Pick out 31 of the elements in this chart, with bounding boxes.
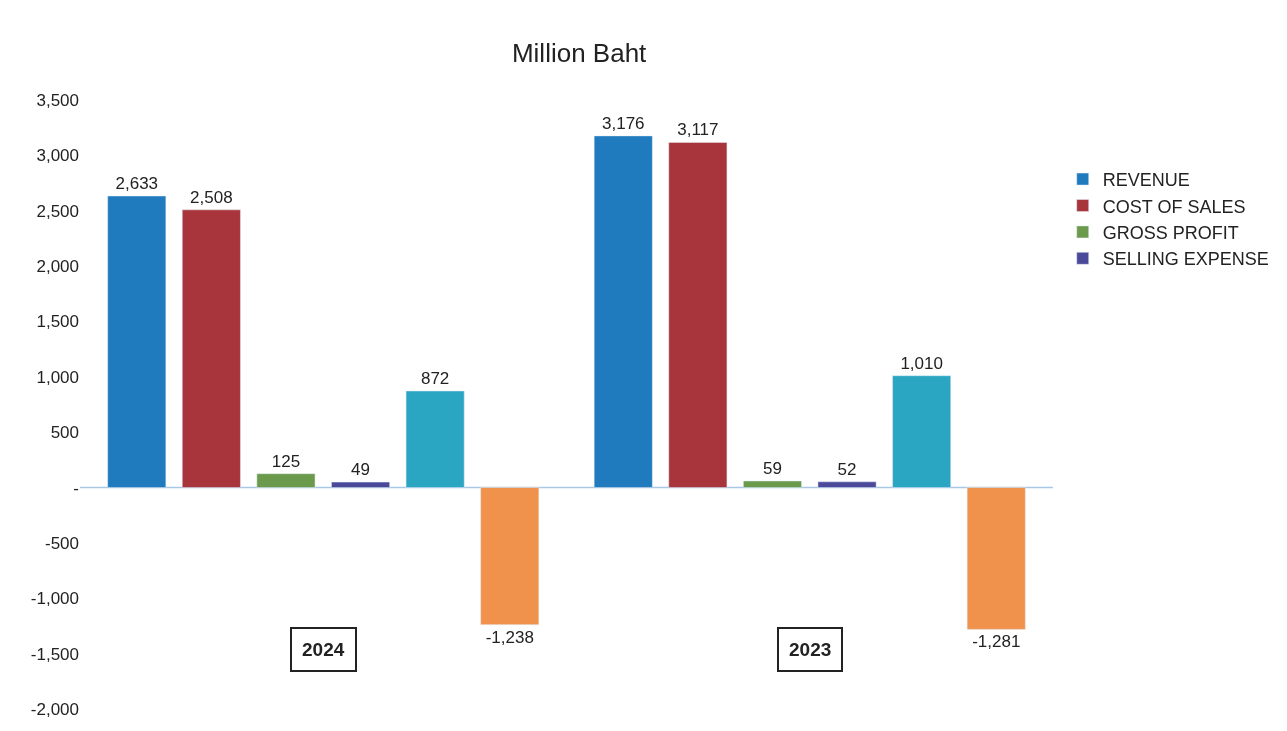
y-tick-label: 3,500 xyxy=(36,90,79,110)
legend-label: SELLING EXPENSE xyxy=(1102,249,1269,270)
data-label: 3,176 xyxy=(601,113,645,133)
y-tick-label: - xyxy=(73,478,79,498)
y-tick-label: 2,500 xyxy=(36,201,79,221)
data-label: 125 xyxy=(271,451,301,471)
x-tick-label: 2023 xyxy=(789,639,832,660)
x-tick-label: 2024 xyxy=(302,639,345,660)
legend-label: REVENUE xyxy=(1102,170,1190,191)
y-tick-label: -500 xyxy=(44,533,79,553)
data-label: 1,010 xyxy=(900,353,943,373)
y-tick-label: -2,000 xyxy=(30,699,79,719)
data-label: 52 xyxy=(837,459,857,479)
data-label: 2,633 xyxy=(115,174,159,193)
y-tick-label: 1,500 xyxy=(36,312,79,332)
data-label: 3,117 xyxy=(677,120,719,140)
chart-title: Million Baht xyxy=(511,38,648,69)
y-tick-label: 2,000 xyxy=(36,257,79,277)
y-tick-label: 3,000 xyxy=(36,146,79,166)
y-tick-label: 500 xyxy=(50,423,79,443)
data-label: -1,281 xyxy=(972,632,1021,652)
data-label: 872 xyxy=(420,368,450,388)
legend-label: GROSS PROFIT xyxy=(1102,222,1239,243)
data-label: -1,238 xyxy=(485,627,534,647)
legend-label: COST OF SALES xyxy=(1102,196,1246,217)
y-tick-label: -1,500 xyxy=(30,644,79,664)
y-tick-label: -1,000 xyxy=(30,589,79,609)
data-label: 59 xyxy=(762,459,782,479)
data-label: 49 xyxy=(351,460,371,480)
data-label: 2,508 xyxy=(190,187,233,207)
y-tick-label: 1,000 xyxy=(36,367,79,387)
